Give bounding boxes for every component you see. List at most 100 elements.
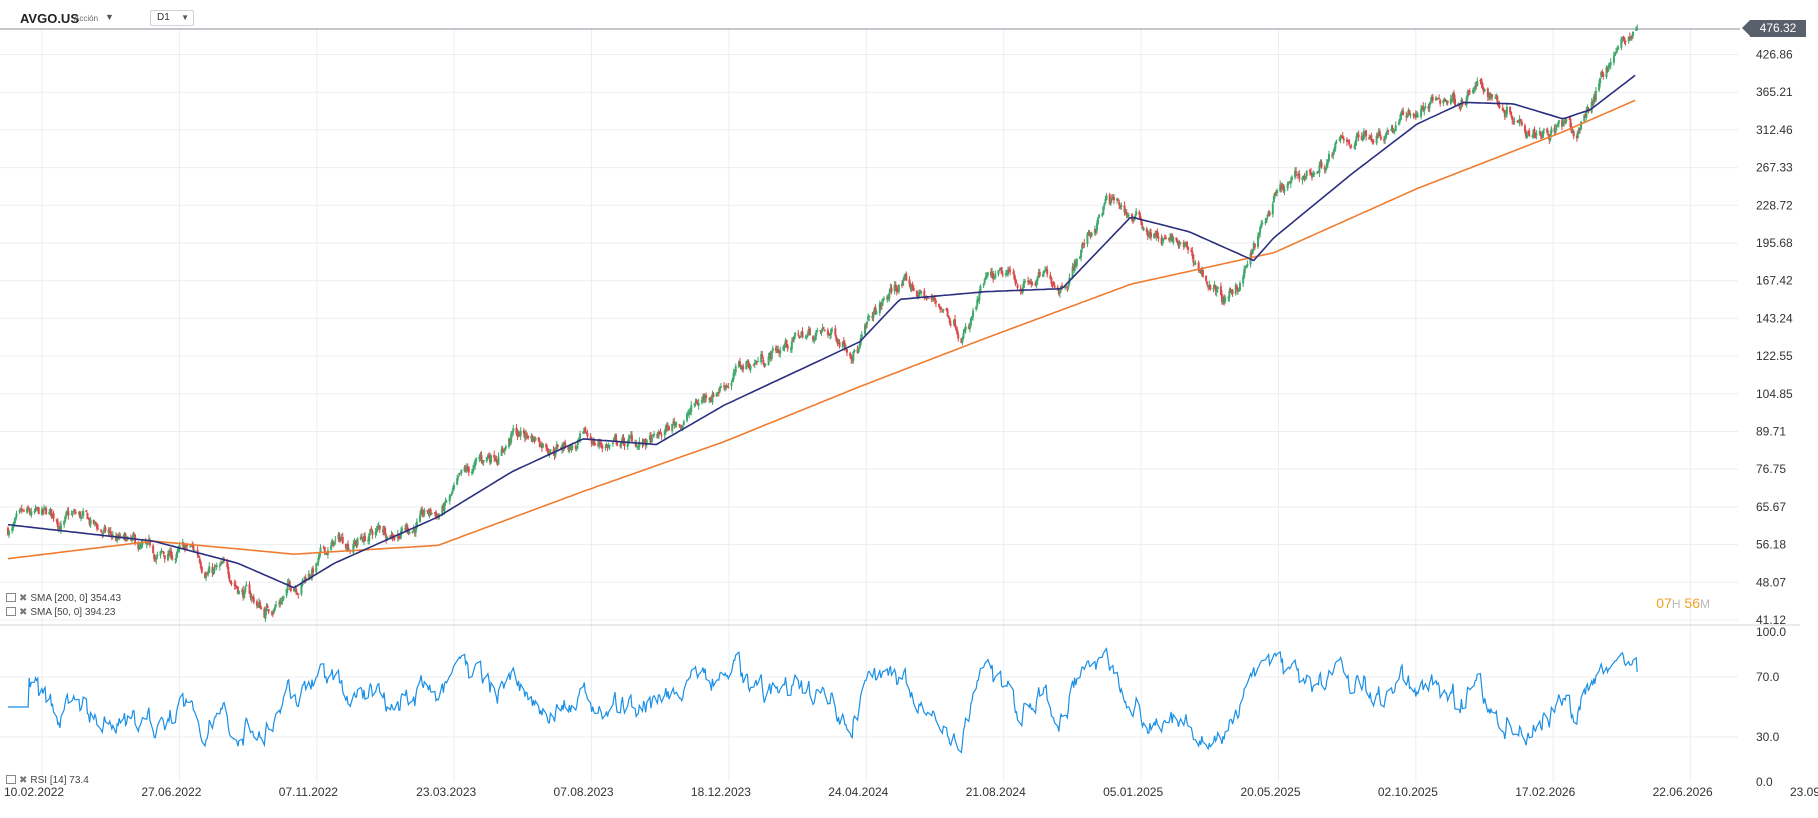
candle [584,426,587,433]
candle [992,270,995,283]
candle [841,341,844,350]
candle [949,320,952,328]
symbol-dropdown-icon[interactable]: ▼ [105,12,114,22]
candle [1494,94,1497,99]
candle [1510,110,1513,118]
candle [767,353,770,366]
candle [607,442,610,449]
candle [1160,234,1163,246]
candle [1539,131,1542,140]
candle [285,588,288,598]
candle [166,550,169,562]
close-icon[interactable]: ✖ [19,593,28,604]
candle [35,506,38,511]
candle [1429,97,1432,105]
symbol-name[interactable]: AVGO.US [20,11,79,26]
candle [354,539,357,547]
candle [585,431,588,435]
settings-icon[interactable] [6,593,16,602]
candle [776,345,779,354]
axis-layer: 426.86 365.21 312.46 267.33 228.72 195.68 167.… [4,47,1818,799]
candle [1540,134,1543,139]
candle [801,327,804,339]
candle [793,335,796,344]
candle [1370,132,1373,143]
legend-sma50[interactable]: ✖ SMA [50, 0] 394.23 [6,607,115,618]
candle [1103,202,1106,210]
candle [799,335,802,339]
candle [806,330,809,338]
candle [1164,235,1167,240]
candle [912,285,915,292]
candle [718,385,721,394]
candle [629,431,632,439]
candle [252,594,255,605]
candle [371,529,374,540]
candle [272,608,275,615]
candle [1119,204,1122,210]
candle [445,499,448,503]
candle [961,336,964,346]
candle [1398,114,1401,125]
candle [872,310,875,322]
candle [1387,129,1390,135]
candle [1593,91,1596,103]
candle [33,509,36,515]
candle [863,323,866,337]
candle [1391,124,1394,134]
candle [227,563,230,578]
candle [415,518,418,530]
candle [1094,228,1097,236]
candle [72,508,75,513]
legend-rsi[interactable]: ✖ RSI [14] 73.4 [6,775,89,786]
candle [1607,63,1610,73]
candle [1415,110,1418,118]
candle [1237,287,1240,292]
timeframe-select[interactable]: D1 ▼ [150,10,194,26]
close-icon[interactable]: ✖ [19,775,28,786]
candle [250,593,253,603]
legend-sma200[interactable]: ✖ SMA [200, 0] 354.43 [6,593,121,604]
candle [45,505,48,515]
candle [1516,120,1519,123]
candle [58,522,61,531]
candle [601,443,604,453]
candle [337,531,340,542]
candle [652,433,655,439]
candle [1163,234,1166,239]
candle [807,325,810,336]
candle [123,531,126,541]
settings-icon[interactable] [6,607,16,616]
close-icon[interactable]: ✖ [19,607,28,618]
candle [485,456,488,463]
candle [370,525,373,532]
candle [1606,66,1609,73]
candle [213,563,216,574]
candle [680,424,683,429]
candle [70,510,73,516]
candle [901,279,904,289]
candle [71,511,74,518]
candle [948,317,951,326]
candle [1608,62,1611,68]
settings-icon[interactable] [6,775,16,784]
candle [1406,113,1409,119]
candle [546,444,549,453]
candle [377,521,380,531]
candle [97,524,100,530]
candle [1236,287,1239,295]
candle [730,380,733,391]
candle [993,276,996,280]
candle [1452,89,1455,104]
candle [1184,241,1187,246]
candle [1074,259,1077,268]
candle [457,475,460,481]
candle [1620,36,1623,51]
candle [420,507,423,515]
candle [997,269,1000,277]
candle [1093,225,1096,236]
candle [1421,105,1424,111]
candle [733,369,736,377]
